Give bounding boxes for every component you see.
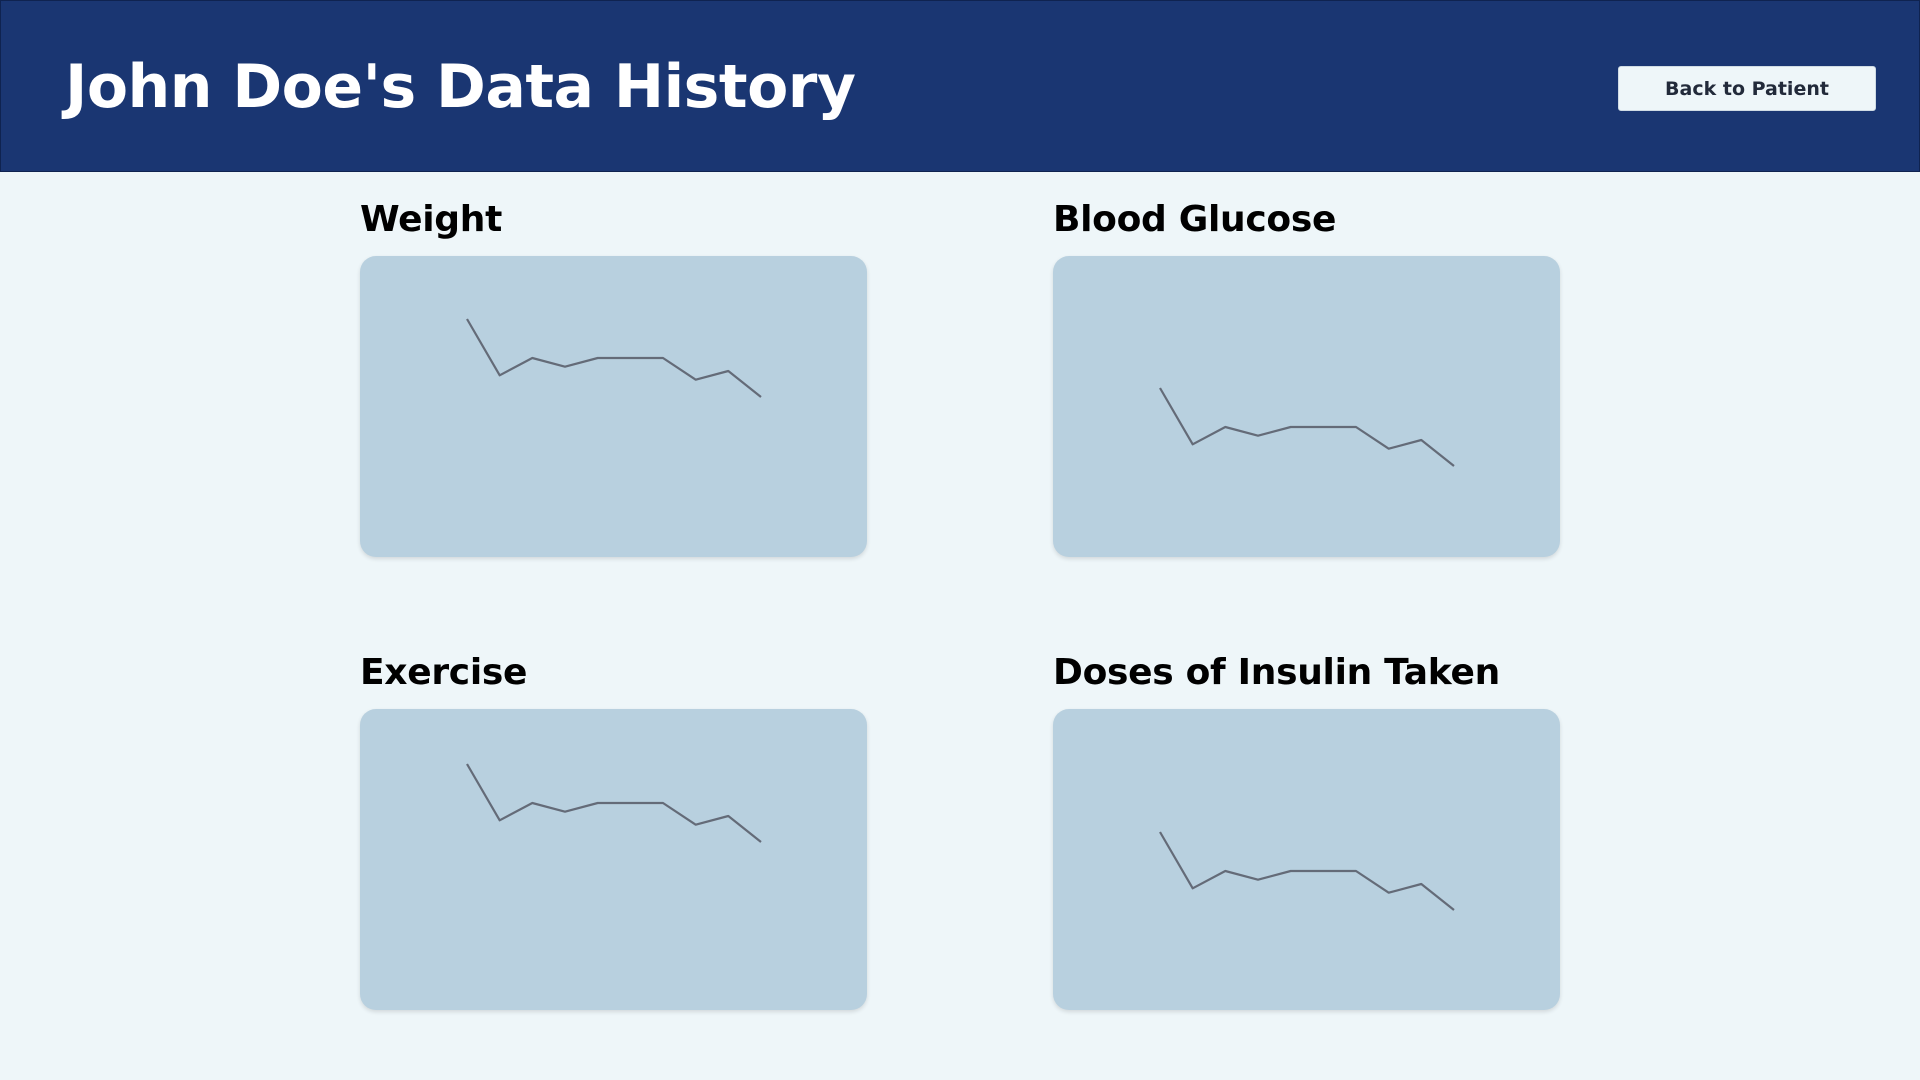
weight-chart-card xyxy=(360,256,867,557)
exercise-chart-title: Exercise xyxy=(360,652,528,693)
exercise-chart-card xyxy=(360,709,867,1010)
series-line-0 xyxy=(1159,831,1455,911)
insulin-doses-chart xyxy=(1159,831,1455,911)
insulin-doses-chart-title: Doses of Insulin Taken xyxy=(1053,652,1500,693)
series-line-0 xyxy=(466,318,762,398)
blood-glucose-chart xyxy=(1159,387,1455,467)
blood-glucose-chart-card xyxy=(1053,256,1560,557)
series-line-0 xyxy=(466,763,762,843)
page-header: John Doe's Data History Back to Patient xyxy=(0,0,1920,172)
series-line-0 xyxy=(1159,387,1455,467)
weight-chart-title: Weight xyxy=(360,199,502,240)
exercise-chart xyxy=(466,763,762,843)
page-title: John Doe's Data History xyxy=(65,52,856,122)
blood-glucose-chart-title: Blood Glucose xyxy=(1053,199,1337,240)
weight-chart xyxy=(466,318,762,398)
back-to-patient-button[interactable]: Back to Patient xyxy=(1618,66,1876,111)
insulin-doses-chart-card xyxy=(1053,709,1560,1010)
